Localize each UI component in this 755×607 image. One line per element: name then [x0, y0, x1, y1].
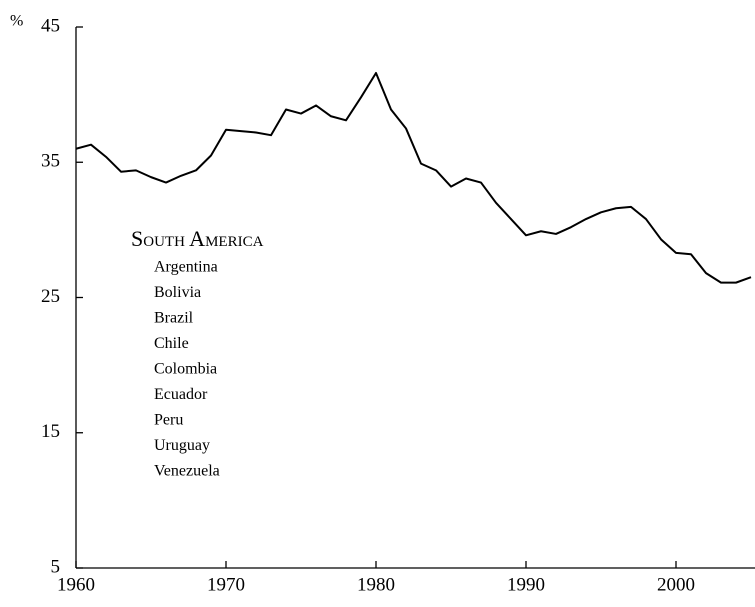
x-tick-label: 1990 — [507, 574, 545, 595]
country-label: Ecuador — [154, 386, 208, 403]
legend-title: South America — [131, 226, 264, 251]
x-tick-label: 1960 — [57, 574, 95, 595]
y-tick-label: 35 — [41, 151, 60, 172]
x-tick-label: 1970 — [207, 574, 245, 595]
country-label: Colombia — [154, 361, 217, 378]
y-tick-label: 5 — [51, 556, 61, 577]
y-tick-label: 25 — [41, 286, 60, 307]
country-label: Uruguay — [154, 437, 210, 454]
x-tick-label: 2000 — [657, 574, 695, 595]
y-tick-label: 45 — [41, 15, 60, 36]
country-label: Argentina — [154, 259, 218, 276]
x-tick-label: 1980 — [357, 574, 395, 595]
data-line — [75, 71, 752, 284]
y-unit-label: % — [10, 13, 23, 30]
country-label: Venezuela — [154, 463, 220, 480]
country-label: Bolivia — [154, 284, 201, 301]
y-tick-label: 15 — [41, 421, 60, 442]
country-label: Peru — [154, 412, 183, 429]
country-label: Chile — [154, 335, 189, 352]
country-label: Brazil — [154, 310, 194, 327]
